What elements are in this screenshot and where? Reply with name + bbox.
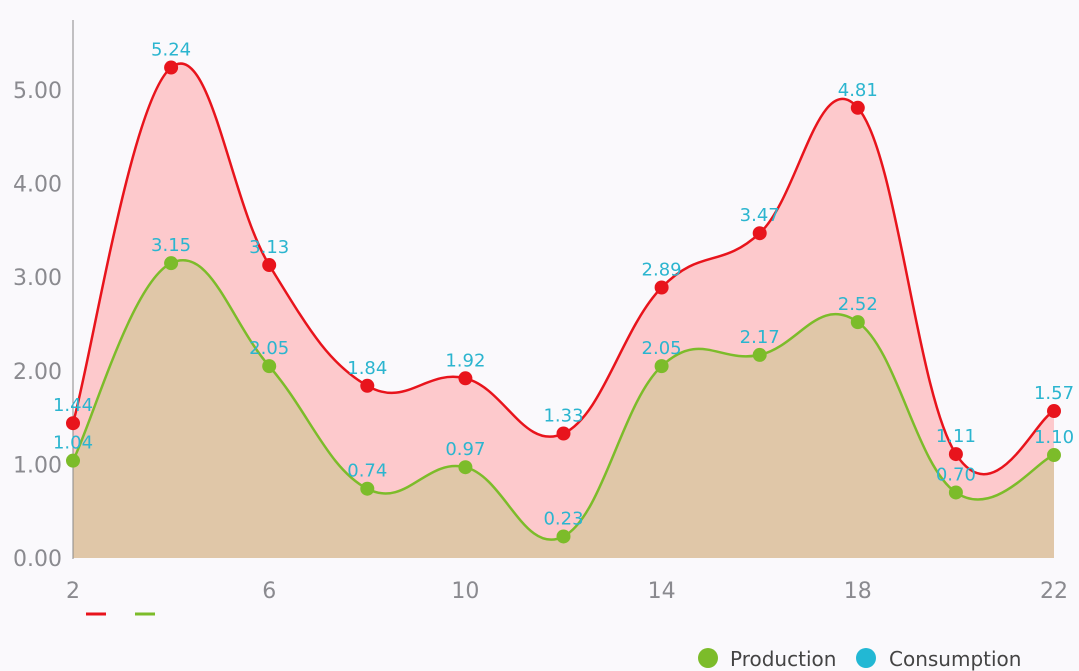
series-1-value-label: 1.11: [936, 426, 976, 447]
series-1-value-label: 4.81: [838, 80, 878, 101]
series-2-value-label: 2.52: [838, 294, 878, 315]
series-1-point: [752, 226, 767, 241]
series-1-value-label: 1.57: [1034, 383, 1074, 404]
y-tick-label: 1.00: [13, 453, 62, 478]
series-2-value-label: 2.05: [642, 338, 682, 359]
x-tick-label: 2: [66, 579, 80, 604]
series-2-value-label: 2.17: [740, 327, 780, 348]
legend-production-dot: [698, 648, 718, 668]
series-2-value-label: 0.23: [543, 508, 583, 529]
x-tick-label: 14: [648, 579, 676, 604]
series-2-point: [66, 453, 80, 468]
series-2-point: [360, 481, 375, 496]
series-1-point: [850, 100, 865, 115]
series-1-value-label: 1.84: [347, 358, 387, 379]
series-1-value-label: 3.47: [740, 205, 780, 226]
y-tick-label: 2.00: [13, 360, 62, 385]
series-1-point: [948, 447, 963, 462]
series-2-point: [948, 485, 963, 500]
series-2-point: [458, 460, 473, 475]
series-2-point: [850, 315, 865, 330]
series-1-value-label: 2.89: [642, 259, 682, 280]
series-1-point: [360, 378, 375, 393]
series-2-value-label: 1.10: [1034, 427, 1074, 448]
series-1-point: [556, 426, 571, 441]
series-2-point: [556, 529, 571, 544]
series-2-value-label: 0.97: [445, 439, 485, 460]
series-1-value-label: 1.92: [445, 350, 485, 371]
x-tick-label: 10: [451, 579, 479, 604]
series-2-value-label: 0.74: [347, 461, 387, 482]
series-2-point: [752, 347, 767, 362]
series-2-point: [1047, 448, 1061, 463]
legend-production-label: Production: [730, 647, 836, 671]
series-2-value-label: 2.05: [249, 338, 289, 359]
series-2-value-label: 0.70: [936, 464, 976, 485]
y-tick-label: 4.00: [13, 173, 62, 198]
series-1-point: [458, 371, 473, 386]
legend: Production Consumption: [698, 647, 1021, 671]
series-1-point: [262, 258, 277, 273]
series-1-point: [1047, 404, 1061, 419]
y-tick-label: 3.00: [13, 266, 62, 291]
series-2-point: [262, 359, 277, 374]
series-2-point: [654, 359, 669, 374]
x-tick-label: 22: [1040, 579, 1068, 604]
series-2-value-label: 3.15: [151, 235, 191, 256]
series-1-value-label: 3.13: [249, 237, 289, 258]
legend-consumption-label: Consumption: [889, 647, 1021, 671]
series-1-point: [654, 280, 669, 295]
series-1-value-label: 5.24: [151, 40, 191, 61]
x-tick-label: 6: [262, 579, 276, 604]
legend-consumption-dot: [856, 648, 876, 668]
series-2-area: [73, 260, 1054, 558]
series-1-value-label: 1.44: [53, 395, 93, 416]
series-2-point: [164, 256, 179, 271]
series-1-point: [164, 60, 179, 75]
x-tick-label: 18: [844, 579, 872, 604]
series-1-value-label: 1.33: [543, 406, 583, 427]
series-2-value-label: 1.04: [53, 433, 93, 454]
y-tick-label: 5.00: [13, 79, 62, 104]
series-1-point: [66, 416, 80, 431]
y-tick-label: 0.00: [13, 547, 62, 572]
